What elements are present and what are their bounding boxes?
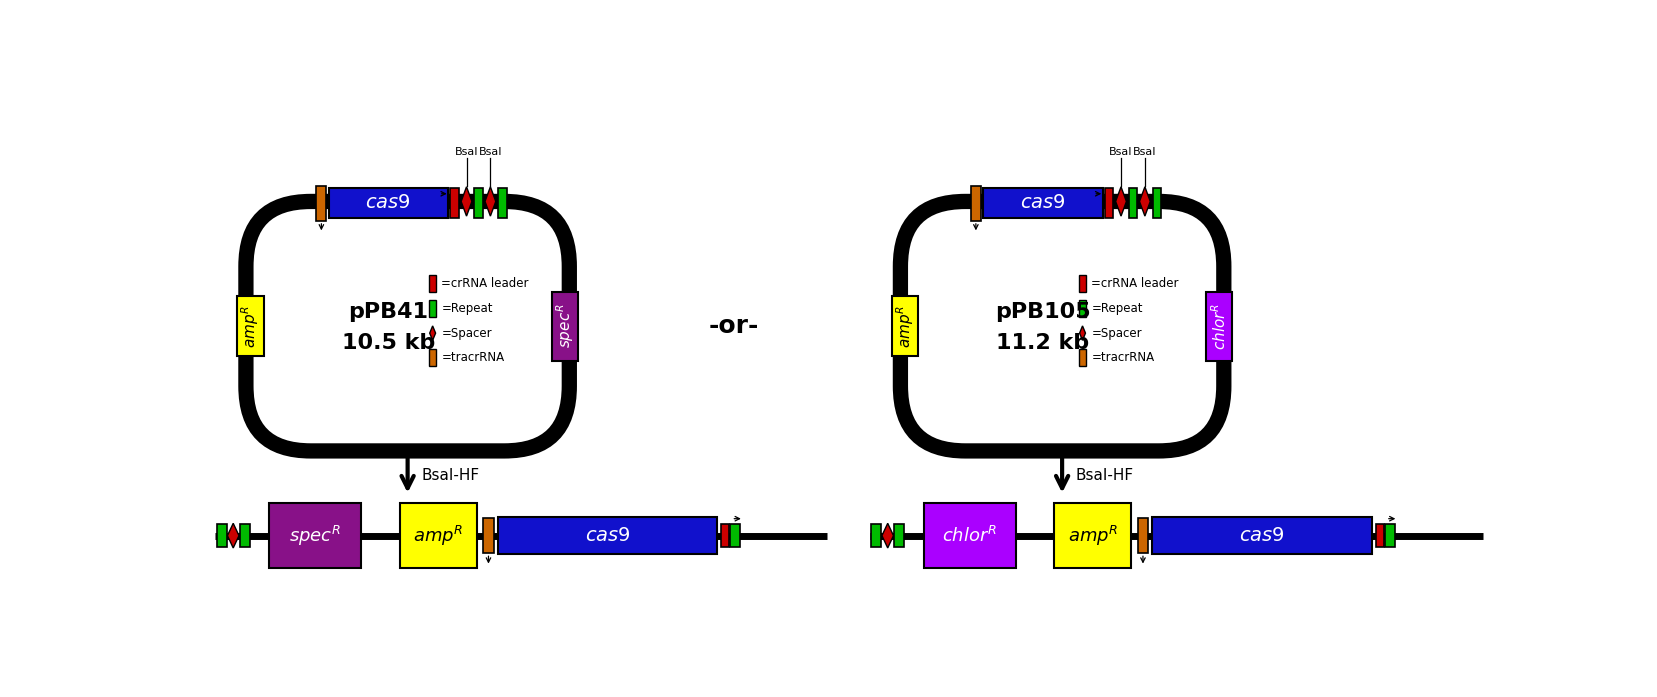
Text: $\mathit{cas9}$: $\mathit{cas9}$ xyxy=(585,526,630,545)
Text: $\mathit{chlor}^{R}$: $\mathit{chlor}^{R}$ xyxy=(1210,302,1228,350)
FancyBboxPatch shape xyxy=(451,187,459,218)
FancyBboxPatch shape xyxy=(1128,187,1137,218)
Text: =Spacer: =Spacer xyxy=(441,327,492,339)
FancyBboxPatch shape xyxy=(499,187,507,218)
Polygon shape xyxy=(486,187,495,216)
FancyBboxPatch shape xyxy=(429,275,436,292)
Polygon shape xyxy=(1080,326,1085,340)
FancyBboxPatch shape xyxy=(399,503,477,568)
Polygon shape xyxy=(429,326,436,340)
Text: $\mathit{amp}^{R}$: $\mathit{amp}^{R}$ xyxy=(1067,523,1118,548)
Text: -or-: -or- xyxy=(708,314,759,338)
Text: =tracrRNA: =tracrRNA xyxy=(441,351,505,365)
Text: BsaI-HF: BsaI-HF xyxy=(421,468,479,483)
FancyBboxPatch shape xyxy=(895,524,905,547)
FancyBboxPatch shape xyxy=(872,524,882,547)
FancyBboxPatch shape xyxy=(268,503,361,568)
Text: =Spacer: =Spacer xyxy=(1092,327,1142,339)
FancyBboxPatch shape xyxy=(1105,187,1114,218)
Text: =Repeat: =Repeat xyxy=(1092,302,1143,315)
FancyBboxPatch shape xyxy=(552,291,578,361)
Polygon shape xyxy=(461,187,472,216)
FancyBboxPatch shape xyxy=(237,296,263,356)
FancyBboxPatch shape xyxy=(240,524,250,547)
Text: 10.5 kb: 10.5 kb xyxy=(341,333,436,353)
FancyBboxPatch shape xyxy=(1054,503,1132,568)
Text: $\mathit{spec}^{R}$: $\mathit{spec}^{R}$ xyxy=(288,523,341,548)
FancyBboxPatch shape xyxy=(1153,187,1162,218)
FancyBboxPatch shape xyxy=(217,524,227,547)
Text: 11.2 kb: 11.2 kb xyxy=(996,333,1089,353)
FancyBboxPatch shape xyxy=(1138,518,1148,553)
Polygon shape xyxy=(227,523,239,548)
FancyBboxPatch shape xyxy=(429,349,436,366)
FancyBboxPatch shape xyxy=(429,300,436,317)
Text: $\mathit{amp}^{R}$: $\mathit{amp}^{R}$ xyxy=(895,305,916,348)
Text: BsaI: BsaI xyxy=(1133,147,1157,157)
FancyBboxPatch shape xyxy=(316,185,326,221)
FancyBboxPatch shape xyxy=(1385,524,1395,547)
Polygon shape xyxy=(1115,187,1127,216)
FancyBboxPatch shape xyxy=(721,524,729,547)
Text: BsaI-HF: BsaI-HF xyxy=(1075,468,1133,483)
Text: $\mathit{amp}^{R}$: $\mathit{amp}^{R}$ xyxy=(413,523,464,548)
Text: =Repeat: =Repeat xyxy=(441,302,494,315)
FancyBboxPatch shape xyxy=(1375,524,1384,547)
Text: $\mathit{amp}^{R}$: $\mathit{amp}^{R}$ xyxy=(240,305,262,348)
FancyBboxPatch shape xyxy=(1079,300,1085,317)
Text: BsaI: BsaI xyxy=(454,147,479,157)
Text: $\mathit{chlor}^{R}$: $\mathit{chlor}^{R}$ xyxy=(943,526,998,546)
Text: pPB105: pPB105 xyxy=(996,302,1090,322)
Text: pPB41: pPB41 xyxy=(348,302,429,322)
FancyBboxPatch shape xyxy=(1079,275,1085,292)
FancyBboxPatch shape xyxy=(983,187,1102,218)
FancyBboxPatch shape xyxy=(1152,517,1372,554)
FancyBboxPatch shape xyxy=(923,503,1016,568)
Text: BsaI: BsaI xyxy=(1109,147,1133,157)
Text: =crRNA leader: =crRNA leader xyxy=(1092,277,1178,291)
Text: $\mathit{cas9}$: $\mathit{cas9}$ xyxy=(1239,526,1284,545)
Text: $\mathit{cas9}$: $\mathit{cas9}$ xyxy=(1021,194,1065,213)
Text: $\mathit{spec}^{R}$: $\mathit{spec}^{R}$ xyxy=(553,304,575,348)
FancyBboxPatch shape xyxy=(474,187,482,218)
Text: BsaI: BsaI xyxy=(479,147,502,157)
Text: $\mathit{cas9}$: $\mathit{cas9}$ xyxy=(366,194,411,213)
FancyBboxPatch shape xyxy=(328,187,447,218)
FancyBboxPatch shape xyxy=(1079,349,1085,366)
Polygon shape xyxy=(1140,187,1150,216)
FancyBboxPatch shape xyxy=(731,524,741,547)
Text: =crRNA leader: =crRNA leader xyxy=(441,277,529,291)
FancyBboxPatch shape xyxy=(484,518,494,553)
Text: =tracrRNA: =tracrRNA xyxy=(1092,351,1155,365)
FancyBboxPatch shape xyxy=(497,517,717,554)
FancyBboxPatch shape xyxy=(891,296,918,356)
FancyBboxPatch shape xyxy=(1206,291,1233,361)
Polygon shape xyxy=(882,523,893,548)
FancyBboxPatch shape xyxy=(971,185,981,221)
